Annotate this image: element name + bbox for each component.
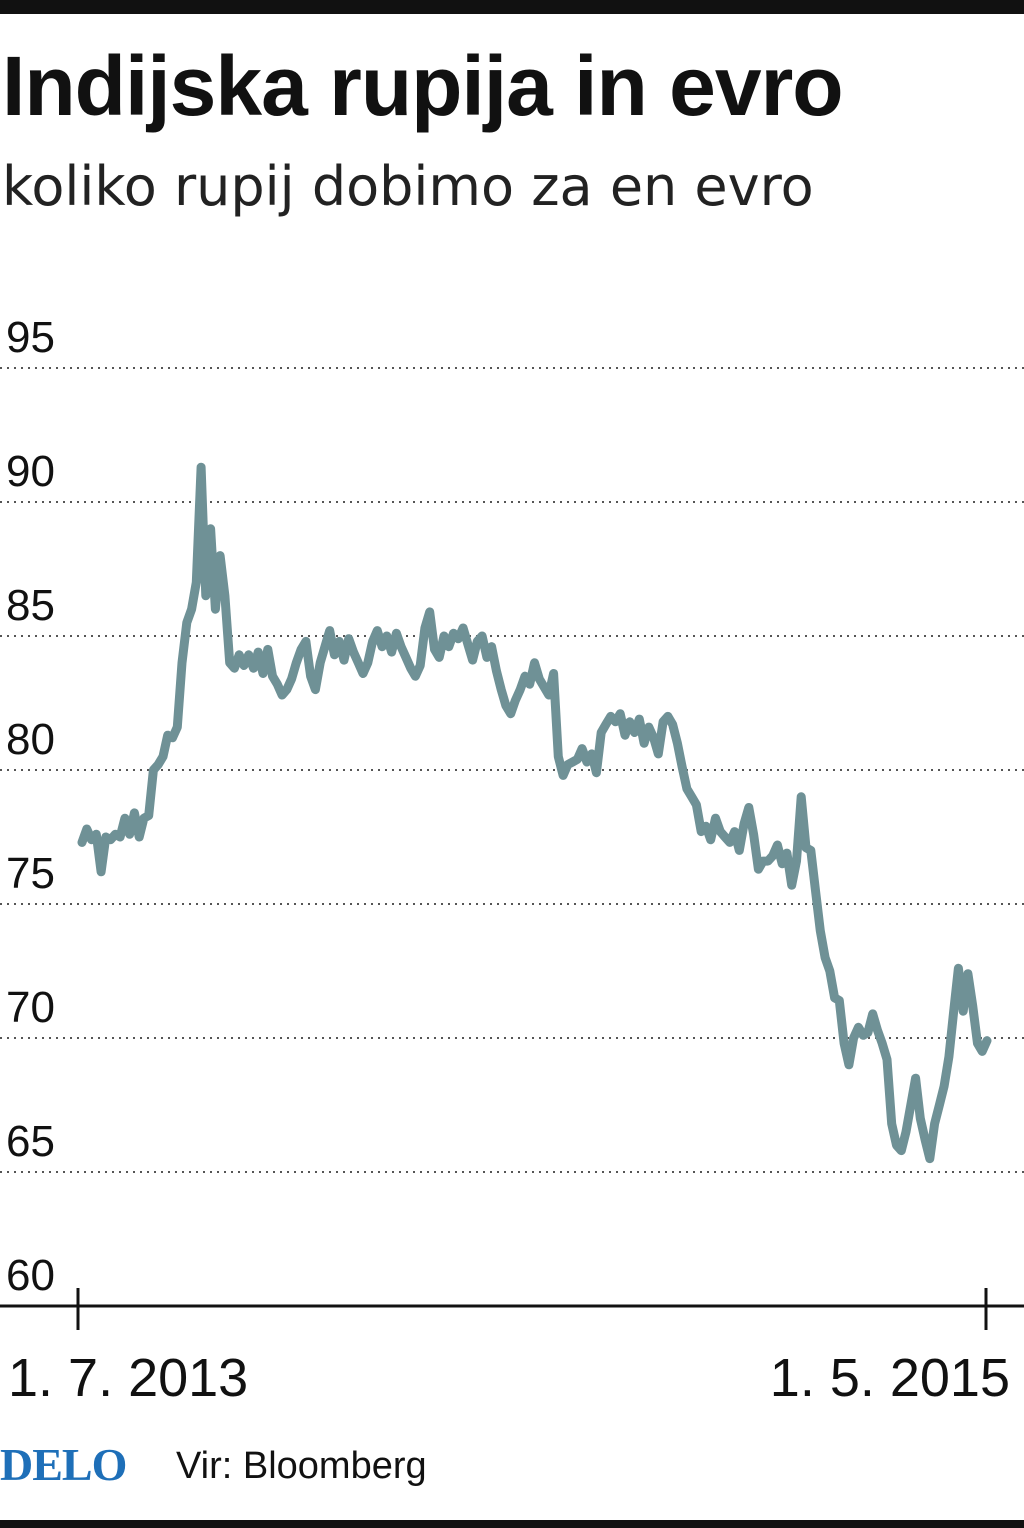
top-rule xyxy=(0,0,1024,14)
y-tick-label-80: 80 xyxy=(6,715,55,764)
grid-layer xyxy=(0,367,1024,1173)
bottom-rule xyxy=(0,1520,1024,1528)
chart-title: Indijska rupija in evro xyxy=(2,39,844,133)
x-tick-label-end: 1. 5. 2015 xyxy=(770,1348,1010,1408)
y-tick-label-85: 85 xyxy=(6,581,55,630)
delo-logo: DELO xyxy=(0,1439,127,1490)
series-line-eur-inr xyxy=(77,462,992,1164)
y-tick-label-65: 65 xyxy=(6,1117,55,1166)
y-tick-labels: 60 65 70 75 80 85 90 95 xyxy=(6,313,55,1300)
line-chart: 60 65 70 75 80 85 90 95 1. 7. 2013 1. 5. 2015 xyxy=(0,313,1024,1408)
source-note: Vir: Bloomberg xyxy=(176,1445,427,1487)
y-tick-label-70: 70 xyxy=(6,983,55,1032)
y-tick-label-60: 60 xyxy=(6,1251,55,1300)
y-tick-label-75: 75 xyxy=(6,849,55,898)
y-tick-label-90: 90 xyxy=(6,447,55,496)
x-tick-label-start: 1. 7. 2013 xyxy=(8,1348,248,1408)
y-tick-label-95: 95 xyxy=(6,313,55,362)
chart-subtitle: koliko rupij dobimo za en evro xyxy=(2,155,814,218)
